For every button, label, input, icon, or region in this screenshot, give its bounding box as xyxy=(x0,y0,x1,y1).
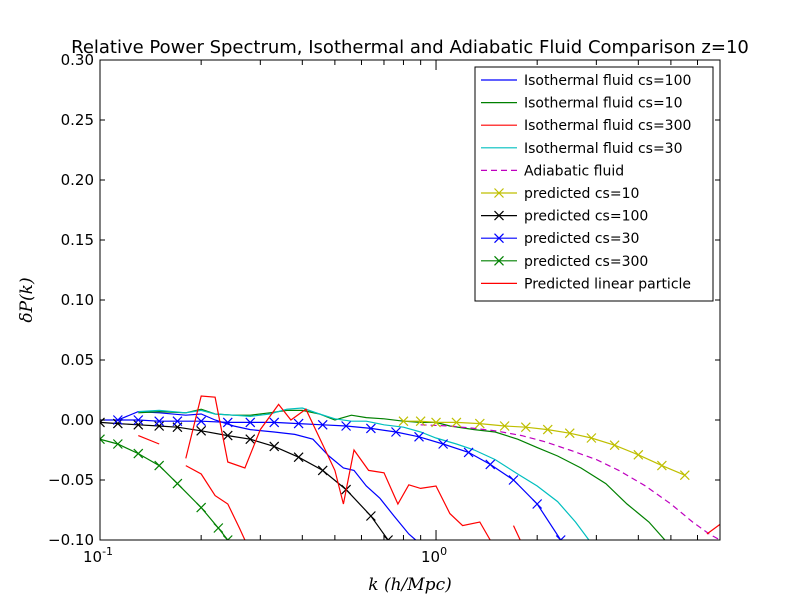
data-point-predicted-cs-100-11 xyxy=(317,465,328,476)
series-line-isothermal-fluid-cs-300-part-1 xyxy=(138,435,160,445)
series-line-adiabatic-fluid xyxy=(420,424,720,540)
series-line-predicted-linear-particle xyxy=(185,395,491,540)
data-point-predicted-cs-30-1 xyxy=(112,415,123,425)
y-tick-label: 0.20 xyxy=(61,171,94,189)
legend-marker-predicted-cs-10 xyxy=(494,188,504,198)
data-point-predicted-cs-100-8 xyxy=(245,434,256,445)
series-layer xyxy=(100,395,720,540)
data-point-predicted-cs-30-20 xyxy=(555,535,566,540)
data-point-predicted-cs-300-7 xyxy=(213,523,224,533)
y-tick-label: 0.30 xyxy=(61,51,94,69)
data-point-predicted-cs-10-4 xyxy=(451,417,462,428)
data-point-predicted-cs-300-2 xyxy=(112,439,123,449)
data-point-predicted-cs-30-7 xyxy=(245,417,256,428)
y-tick-label: 0.15 xyxy=(61,231,94,249)
data-point-predicted-cs-30-13 xyxy=(391,427,401,437)
data-point-predicted-cs-10-7 xyxy=(520,422,531,433)
data-point-predicted-cs-10-6 xyxy=(499,421,510,431)
data-point-predicted-cs-30-5 xyxy=(196,416,207,427)
data-point-predicted-cs-100-9 xyxy=(269,441,280,452)
legend-marker-predicted-cs-300 xyxy=(494,255,504,266)
data-point-predicted-cs-100-7 xyxy=(222,430,233,441)
legend-label-isothermal-fluid-cs-10: Isothermal fluid cs=10 xyxy=(524,96,682,112)
data-point-predicted-cs-30-12 xyxy=(365,423,376,434)
data-point-predicted-cs-30-17 xyxy=(485,459,496,470)
data-point-predicted-cs-10-12 xyxy=(633,449,644,460)
legend-label-predicted-cs-100: predicted cs=100 xyxy=(524,209,648,225)
data-point-predicted-cs-10-10 xyxy=(586,433,597,443)
data-point-predicted-cs-10-5 xyxy=(474,418,485,429)
legend-marker-predicted-cs-100 xyxy=(494,210,504,221)
data-point-predicted-cs-30-9 xyxy=(293,418,304,429)
data-point-predicted-cs-300-5 xyxy=(172,478,183,489)
y-axis-label: δP(k) xyxy=(17,277,37,322)
legend-label-isothermal-fluid-cs-100: Isothermal fluid cs=100 xyxy=(524,73,691,89)
data-point-predicted-cs-300-6 xyxy=(196,502,207,513)
data-point-predicted-cs-10-1 xyxy=(398,416,409,427)
y-tick-label: 0.05 xyxy=(61,351,94,369)
data-point-predicted-cs-100-3 xyxy=(133,419,144,430)
data-point-predicted-cs-10-11 xyxy=(609,440,620,451)
series-line-predicted-linear-particle-extra-2 xyxy=(706,523,720,535)
data-point-predicted-cs-10-13 xyxy=(656,460,667,471)
series-line-predicted-cs-10 xyxy=(403,420,686,476)
data-point-predicted-cs-10-8 xyxy=(542,424,553,435)
legend: Isothermal fluid cs=100 Isothermal fluid … xyxy=(474,66,714,302)
data-point-predicted-cs-100-1 xyxy=(100,417,105,428)
data-point-predicted-cs-100-10 xyxy=(293,452,304,463)
y-tick-label: 0.10 xyxy=(61,291,94,309)
data-point-predicted-cs-100-4 xyxy=(154,421,165,431)
series-line-isothermal-fluid-cs-100 xyxy=(100,410,417,540)
series-line-predicted-cs-30 xyxy=(117,419,562,540)
data-point-predicted-cs-30-8 xyxy=(269,417,280,428)
data-point-predicted-cs-30-4 xyxy=(172,416,183,427)
data-point-predicted-cs-30-15 xyxy=(438,439,449,449)
series-line-predicted-linear-particle-extra-1 xyxy=(512,525,521,540)
data-point-predicted-cs-300-3 xyxy=(133,448,144,459)
y-tick-label: 0.25 xyxy=(61,111,94,129)
data-point-predicted-cs-30-18 xyxy=(508,475,519,485)
legend-label-predicted-cs-10: predicted cs=10 xyxy=(524,186,639,202)
legend-box xyxy=(474,66,714,302)
data-point-predicted-cs-10-14 xyxy=(679,470,690,481)
data-point-predicted-cs-30-10 xyxy=(317,419,328,430)
chart-title: Relative Power Spectrum, Isothermal and … xyxy=(71,37,749,58)
data-point-predicted-cs-30-3 xyxy=(154,416,165,427)
legend-label-isothermal-fluid-cs-300: Isothermal fluid cs=300 xyxy=(524,118,691,134)
x-axis-label: k (h/Mpc) xyxy=(368,575,451,595)
data-point-predicted-cs-300-4 xyxy=(154,460,165,471)
legend-label-adiabatic-fluid: Adiabatic fluid xyxy=(524,163,624,179)
series-line-isothermal-fluid-cs-300-part-2 xyxy=(185,465,246,540)
data-point-predicted-cs-30-16 xyxy=(463,447,474,458)
legend-marker-predicted-cs-30 xyxy=(494,233,504,244)
data-point-predicted-cs-100-6 xyxy=(196,425,207,436)
y-tick-label: −0.10 xyxy=(48,531,94,549)
legend-label-isothermal-fluid-cs-30: Isothermal fluid cs=30 xyxy=(524,141,682,157)
data-point-predicted-cs-100-14 xyxy=(383,535,394,540)
legend-label-predicted-cs-300: predicted cs=300 xyxy=(524,254,648,270)
tick-layer: −0.10−0.050.000.050.100.150.200.250.3010… xyxy=(48,51,720,566)
data-point-predicted-cs-10-9 xyxy=(564,428,575,439)
y-tick-label: −0.05 xyxy=(48,471,94,489)
data-point-predicted-cs-30-6 xyxy=(222,417,233,428)
data-point-predicted-cs-100-13 xyxy=(365,511,376,521)
data-point-predicted-cs-30-14 xyxy=(414,431,424,442)
data-point-predicted-cs-300-8 xyxy=(222,535,233,540)
y-tick-label: 0.00 xyxy=(61,411,94,429)
data-point-predicted-cs-10-3 xyxy=(431,417,441,428)
data-point-predicted-cs-10-2 xyxy=(415,416,426,427)
legend-label-predicted-cs-30: predicted cs=30 xyxy=(524,231,639,247)
data-point-predicted-cs-30-11 xyxy=(341,421,352,431)
data-point-predicted-cs-30-2 xyxy=(133,415,144,425)
data-point-predicted-cs-300-1 xyxy=(100,434,105,445)
legend-label-predicted-linear-particle: Predicted linear particle xyxy=(524,276,691,292)
data-point-predicted-cs-30-19 xyxy=(532,499,543,509)
